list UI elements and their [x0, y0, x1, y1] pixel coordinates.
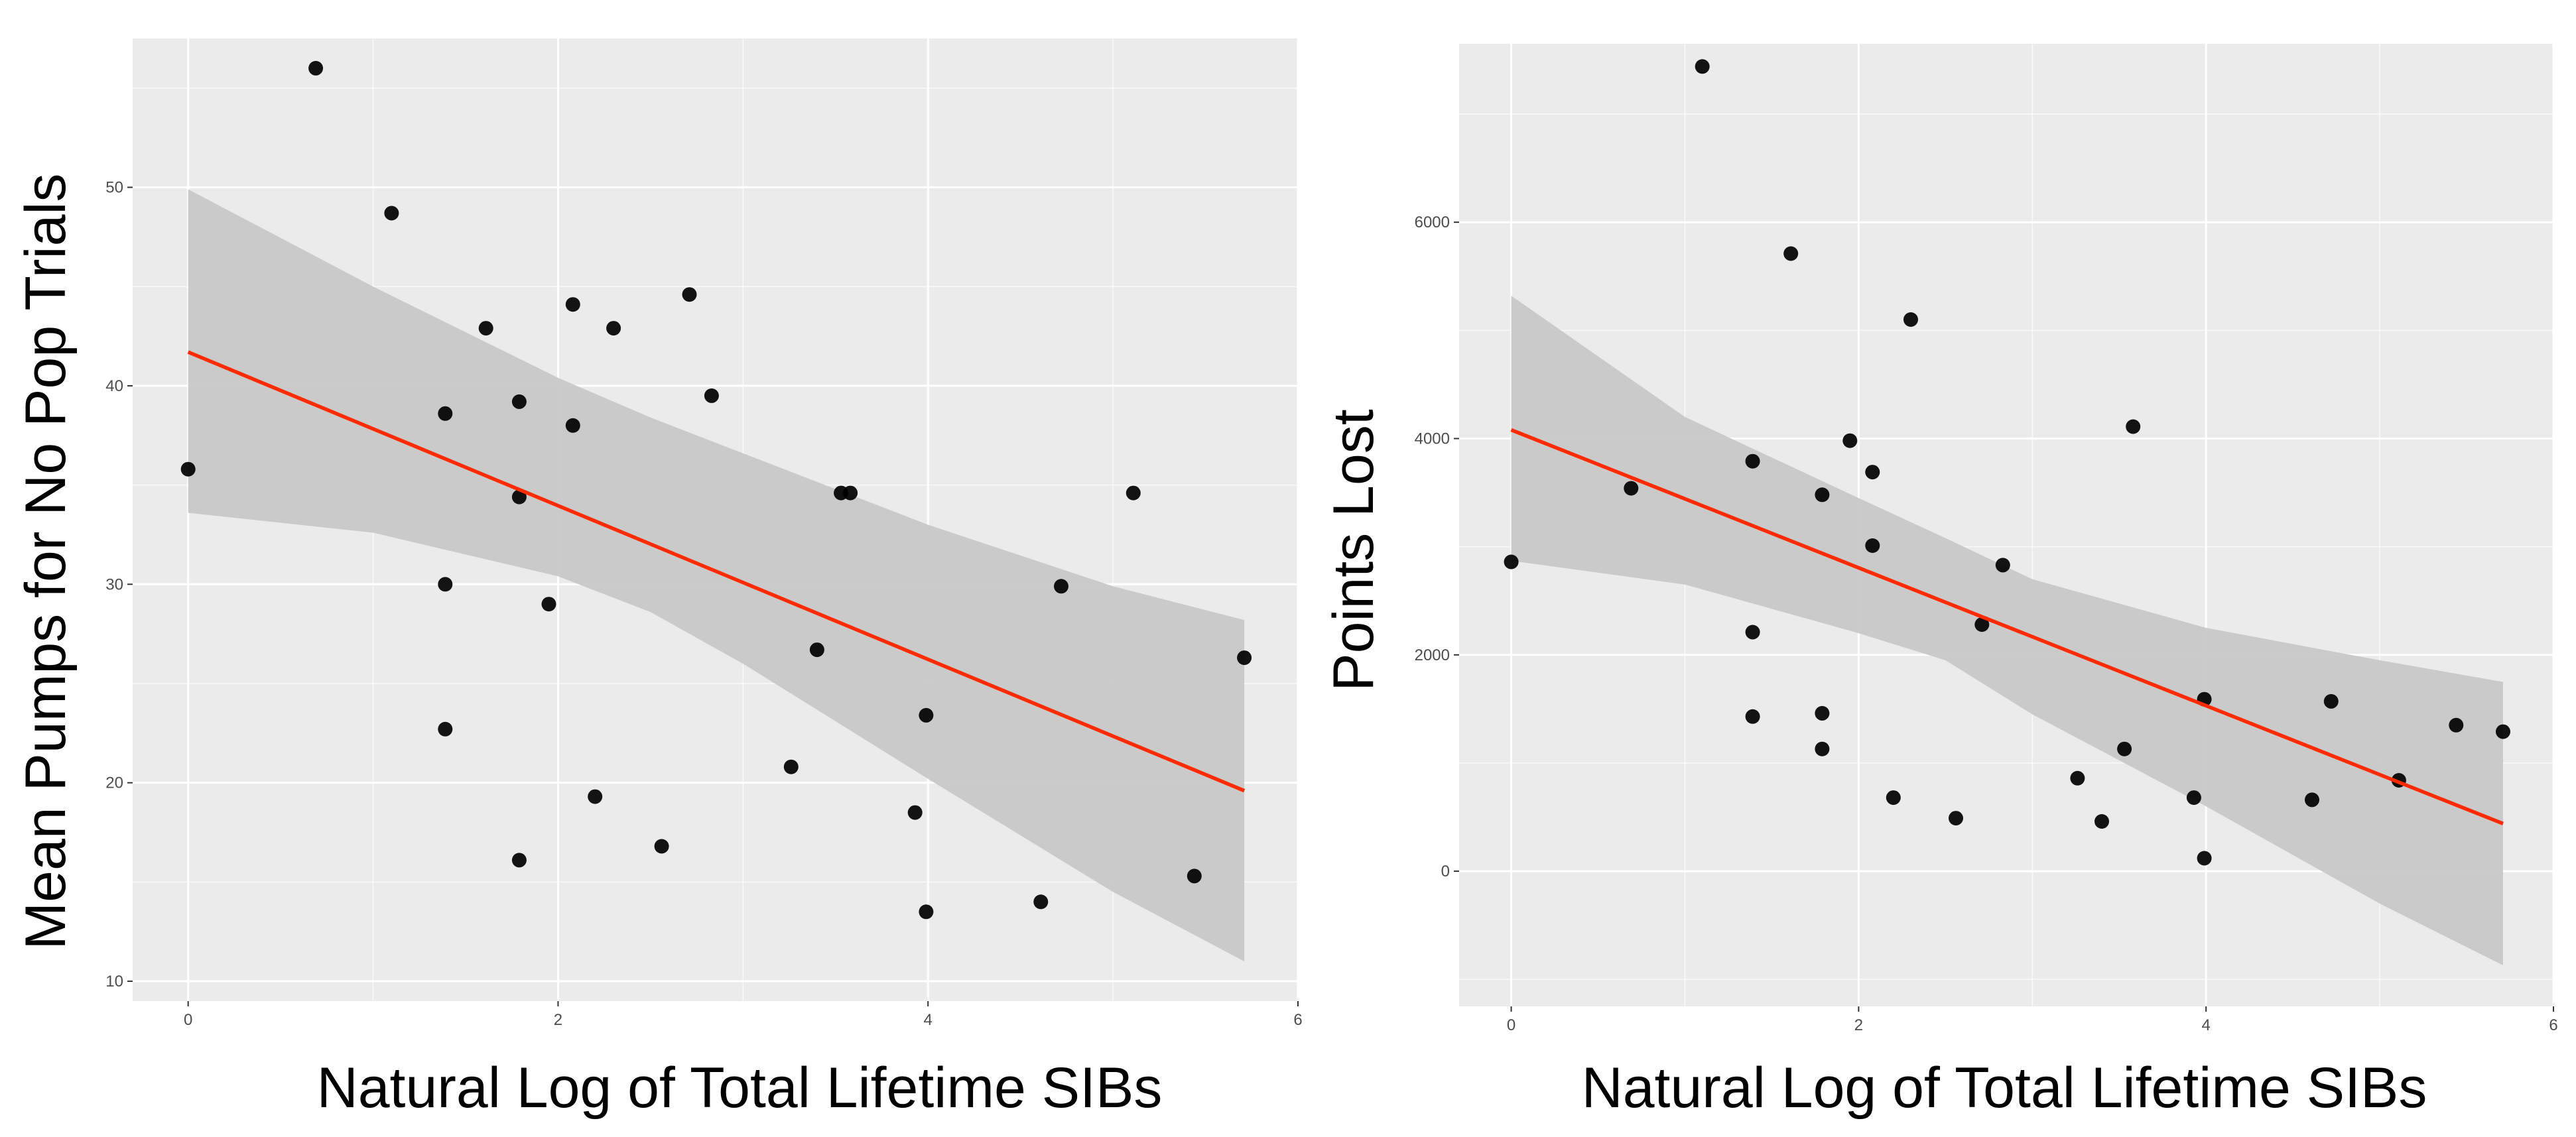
- data-point: [682, 287, 697, 302]
- data-point: [1886, 790, 1901, 806]
- y-tick-label: 30: [105, 575, 123, 593]
- data-point: [438, 406, 453, 421]
- x-tick-label: 6: [1293, 1011, 1302, 1029]
- y-tick-label: 40: [105, 377, 123, 395]
- data-point: [478, 321, 493, 336]
- y-tick-label: 10: [105, 973, 123, 990]
- data-point: [654, 839, 669, 854]
- x-tick-label: 4: [924, 1011, 933, 1029]
- data-point: [1815, 487, 1830, 503]
- y-tick-label: 2000: [1415, 646, 1450, 664]
- data-point: [308, 60, 324, 76]
- y-tick-label: 20: [105, 774, 123, 792]
- data-point: [1815, 705, 1830, 721]
- data-point: [1995, 558, 2010, 573]
- data-point: [1815, 741, 1830, 756]
- data-point: [843, 485, 858, 501]
- data-point: [2186, 790, 2201, 806]
- chart-mean-pumps: 0 2 4 6 10 20 30 40 50 Natural Log of Total Lifet…: [14, 38, 1303, 1120]
- data-point: [1865, 538, 1880, 553]
- x-tick-label: 2: [554, 1011, 562, 1029]
- data-point: [1842, 433, 1858, 448]
- data-point: [1865, 465, 1880, 480]
- data-point: [919, 707, 934, 723]
- data-point: [2323, 693, 2339, 709]
- data-point: [907, 805, 923, 820]
- y-axis-title: Points Lost: [1322, 409, 1385, 691]
- data-point: [565, 297, 580, 312]
- data-point: [1695, 59, 1710, 74]
- x-tick-label: 6: [2549, 1016, 2557, 1034]
- y-tick-label: 0: [1441, 863, 1450, 880]
- data-point: [541, 597, 556, 612]
- data-point: [1187, 868, 1202, 884]
- x-tick-label: 2: [1854, 1016, 1863, 1034]
- data-point: [2496, 724, 2510, 739]
- data-point: [1745, 453, 1760, 469]
- data-point: [1949, 811, 1963, 826]
- data-point: [511, 394, 527, 409]
- data-point: [1745, 625, 1760, 640]
- data-point: [783, 759, 799, 774]
- data-point: [1745, 709, 1760, 724]
- data-point: [1033, 894, 1049, 910]
- chart-points-lost: 0 2 4 6 0 2000 4000 6000 Natural Log of Total Li…: [1322, 44, 2558, 1120]
- data-point: [704, 388, 719, 403]
- y-tick-label: 6000: [1415, 213, 1450, 231]
- data-point: [438, 577, 453, 592]
- data-point: [919, 904, 934, 920]
- data-point: [2070, 770, 2085, 786]
- data-point: [1903, 312, 1918, 327]
- data-point: [1783, 246, 1799, 261]
- x-axis-title: Natural Log of Total Lifetime SIBs: [317, 1056, 1163, 1120]
- regression-line: [1510, 428, 2504, 825]
- data-point: [1054, 579, 1068, 594]
- data-point: [606, 321, 621, 336]
- data-point: [2126, 419, 2141, 434]
- data-point: [565, 418, 580, 433]
- data-point: [1624, 481, 1639, 496]
- data-point: [1504, 554, 1519, 569]
- data-point: [180, 461, 196, 477]
- data-point: [2117, 741, 2132, 756]
- data-point: [2197, 851, 2212, 866]
- data-point: [588, 789, 603, 804]
- data-point: [511, 489, 527, 505]
- data-point: [1237, 650, 1252, 666]
- x-tick-label: 0: [184, 1011, 192, 1029]
- data-point: [384, 206, 399, 221]
- y-tick-label: 50: [105, 179, 123, 197]
- y-tick-label: 4000: [1415, 430, 1450, 448]
- data-point: [438, 721, 453, 737]
- data-point: [1126, 485, 1141, 501]
- data-point: [2305, 792, 2319, 808]
- data-point: [809, 642, 824, 658]
- data-point: [1974, 617, 1990, 632]
- data-point: [2449, 717, 2464, 733]
- regression-line: [187, 350, 1246, 793]
- y-axis-title: Mean Pumps for No Pop Trials: [14, 173, 78, 949]
- x-tick-label: 0: [1507, 1016, 1515, 1034]
- x-tick-label: 4: [2202, 1016, 2211, 1034]
- x-axis-title: Natural Log of Total Lifetime SIBs: [1582, 1056, 2427, 1120]
- data-point: [511, 853, 527, 868]
- confidence-band: [188, 189, 1245, 962]
- data-point: [2094, 814, 2109, 829]
